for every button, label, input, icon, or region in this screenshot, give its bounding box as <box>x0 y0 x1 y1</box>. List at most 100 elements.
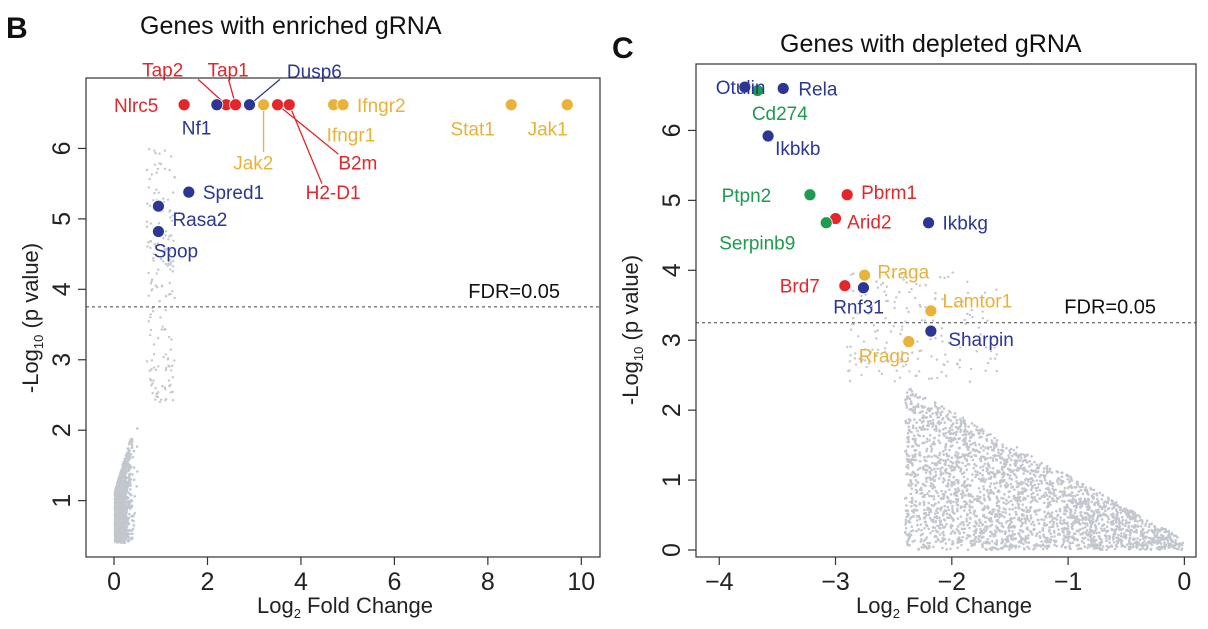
background-gene-point <box>916 429 919 433</box>
background-gene-point <box>118 501 122 504</box>
background-gene-point <box>906 356 909 360</box>
background-gene-point <box>849 354 852 357</box>
background-gene-point <box>1121 527 1125 531</box>
background-gene-point <box>1077 521 1081 525</box>
background-gene-point <box>922 500 926 504</box>
background-gene-point <box>911 351 914 354</box>
background-gene-point <box>1081 536 1084 540</box>
background-gene-point <box>117 526 121 530</box>
background-gene-point <box>128 476 131 479</box>
background-gene-point <box>948 475 951 478</box>
background-gene-point <box>1045 544 1049 548</box>
background-gene-point <box>918 303 922 307</box>
background-gene-point <box>995 539 999 542</box>
background-gene-point <box>989 433 992 436</box>
background-gene-point <box>929 338 932 341</box>
background-gene-point <box>157 268 160 271</box>
background-gene-point <box>1170 531 1174 535</box>
background-gene-point <box>977 537 980 541</box>
background-gene-point <box>1106 520 1110 524</box>
background-gene-point <box>906 431 910 435</box>
background-gene-point <box>909 400 913 403</box>
background-gene-point <box>1087 502 1090 506</box>
background-gene-point <box>170 364 174 368</box>
panel-c-y-axis-label: -Log10 (p value) <box>618 255 646 405</box>
background-gene-point <box>931 526 935 529</box>
background-gene-point <box>960 496 964 500</box>
background-gene-point <box>152 199 155 202</box>
background-gene-point <box>946 516 949 519</box>
background-gene-point <box>953 412 957 415</box>
background-gene-point <box>989 456 992 459</box>
background-gene-point <box>1002 497 1005 500</box>
background-gene-point <box>985 516 989 519</box>
background-gene-point <box>151 310 155 313</box>
background-gene-point <box>1139 530 1143 534</box>
background-gene-point <box>1042 470 1046 474</box>
background-gene-point <box>968 516 972 520</box>
background-gene-point <box>1170 539 1173 543</box>
gene-point-jak1 <box>560 98 574 112</box>
background-gene-point <box>1017 490 1020 494</box>
background-gene-point <box>1161 534 1165 538</box>
gene-label-arid2: Arid2 <box>847 212 891 233</box>
background-gene-point <box>849 345 852 348</box>
background-gene-point <box>899 358 902 361</box>
background-gene-point <box>1147 529 1150 532</box>
background-gene-point <box>1011 533 1015 536</box>
background-gene-point <box>1050 519 1054 522</box>
background-gene-point <box>162 355 165 359</box>
background-gene-point <box>999 453 1002 456</box>
background-gene-point <box>1000 530 1004 533</box>
background-gene-point <box>943 469 947 472</box>
background-gene-point <box>941 297 944 301</box>
background-gene-point <box>880 372 884 376</box>
background-gene-point <box>928 516 932 520</box>
background-gene-point <box>1105 548 1108 552</box>
background-gene-point <box>147 271 150 275</box>
background-gene-point <box>1090 500 1093 504</box>
background-gene-point <box>965 459 969 463</box>
background-gene-point <box>150 368 153 371</box>
background-gene-point <box>164 308 167 312</box>
background-gene-point <box>1143 540 1146 543</box>
background-gene-point <box>905 397 909 400</box>
background-gene-point <box>919 492 922 495</box>
background-gene-point <box>931 520 935 524</box>
background-gene-point <box>931 421 935 425</box>
background-gene-point <box>938 441 942 445</box>
background-gene-point <box>1092 496 1095 499</box>
background-gene-point <box>944 442 948 446</box>
gene-point-ikbkb <box>761 129 775 143</box>
background-gene-point <box>968 499 972 503</box>
background-gene-point <box>922 434 925 438</box>
background-gene-point <box>1117 528 1121 531</box>
background-gene-point <box>1110 500 1114 503</box>
background-gene-point <box>949 465 953 469</box>
background-gene-point <box>1163 541 1166 544</box>
background-gene-point <box>121 491 124 494</box>
gene-point-spred1 <box>182 185 196 199</box>
background-gene-point <box>118 486 122 489</box>
background-gene-point <box>862 340 866 343</box>
background-gene-point <box>170 219 174 222</box>
background-gene-point <box>923 458 927 462</box>
background-gene-point <box>955 455 958 459</box>
background-gene-point <box>120 513 124 516</box>
background-gene-point <box>1085 522 1089 526</box>
background-gene-point <box>1081 517 1084 521</box>
background-gene-point <box>127 449 131 453</box>
background-gene-point <box>911 529 915 532</box>
background-gene-point <box>173 176 176 179</box>
background-gene-point <box>980 543 984 546</box>
background-gene-point <box>1153 528 1157 532</box>
background-gene-point <box>135 485 138 488</box>
gene-label-b2m: B2m <box>338 154 377 175</box>
background-gene-point <box>925 416 929 419</box>
background-gene-point <box>942 453 946 456</box>
background-gene-point <box>162 197 165 200</box>
background-gene-point <box>920 428 923 432</box>
background-gene-point <box>959 539 962 542</box>
background-gene-point <box>910 515 913 519</box>
background-gene-point <box>981 455 985 459</box>
